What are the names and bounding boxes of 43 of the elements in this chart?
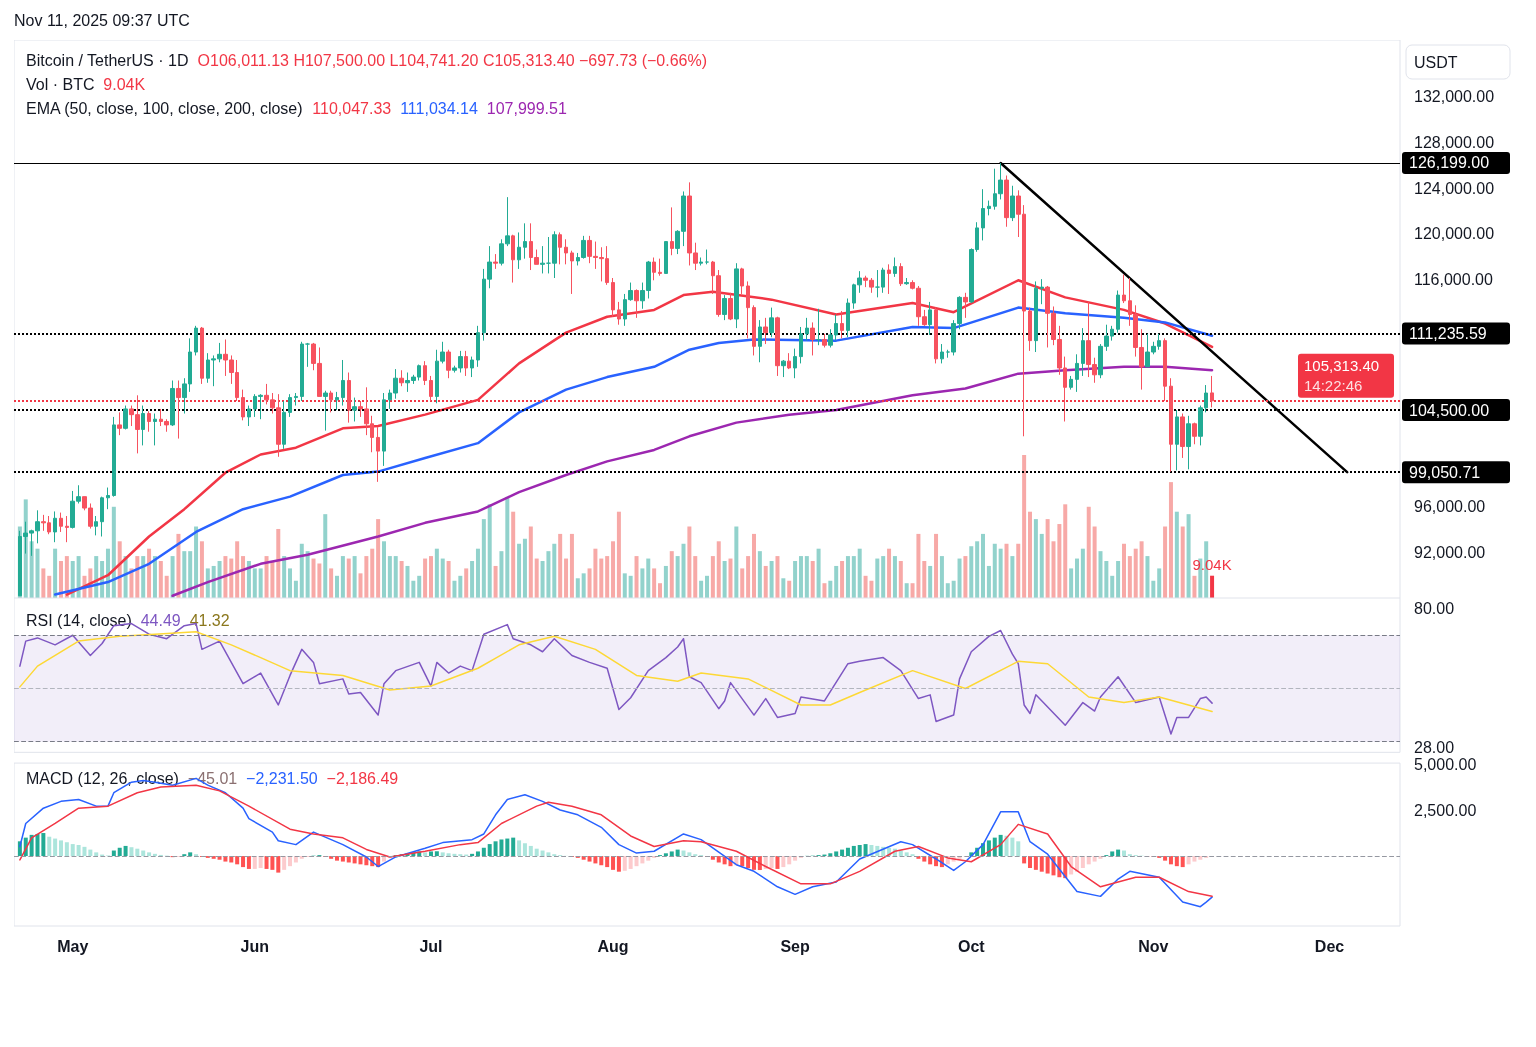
- annotation: 44.49: [140, 611, 181, 629]
- data-label: 9.04K: [1192, 555, 1232, 573]
- y-axis-title: USDT: [1414, 53, 1458, 71]
- chart-title: Vol · BTC: [26, 75, 95, 93]
- x-tick-label: Jul: [419, 937, 443, 955]
- chart-title: MACD (12, 26, close): [26, 769, 179, 787]
- y-tick-label: 5,000.00: [1414, 755, 1477, 773]
- y-tick-label: 116,000.00: [1414, 270, 1493, 288]
- annotation: −2,231.50: [246, 769, 318, 787]
- x-tick-label: Aug: [597, 937, 629, 955]
- x-tick-label: Jun: [240, 937, 270, 955]
- y-tick-label: 132,000.00: [1414, 88, 1495, 106]
- y-tick-label: 120,000.00: [1414, 225, 1495, 243]
- text: O106,011.13 H107,500.00 L104,741.20 C105,313.40 −697.73 (−0.66%): [197, 51, 708, 69]
- ref-line-label: 104,500.00: [1409, 401, 1490, 419]
- x-tick-label: May: [57, 937, 89, 955]
- y-tick-label: 28.00: [1414, 738, 1455, 756]
- annotation: EMA (50, close, 100, close, 200, close): [26, 99, 303, 117]
- y-tick-label: 80.00: [1414, 600, 1455, 618]
- text: Nov 11, 2025 09:37 UTC: [14, 12, 190, 30]
- y-tick-label: 2,500.00: [1414, 801, 1477, 819]
- annotation: 41.32: [189, 611, 230, 629]
- x-tick-label: Oct: [957, 937, 986, 955]
- y-tick-label: 128,000.00: [1414, 133, 1495, 151]
- ref-line-label: 99,050.71: [1409, 463, 1481, 481]
- ref-line-label: 111,235.59: [1409, 324, 1487, 342]
- y-tick-label: 124,000.00: [1414, 179, 1495, 197]
- y-tick-label: 92,000.00: [1414, 543, 1486, 561]
- text: RSI (14, close): [26, 611, 132, 629]
- annotation: 14:22:46: [1304, 377, 1363, 395]
- y-tick-label: 96,000.00: [1414, 498, 1486, 516]
- ref-line-label: 105,313.40: [1304, 357, 1380, 375]
- text: Bitcoin / TetherUS · 1D: [26, 51, 189, 69]
- annotation: 111,034.14: [400, 99, 478, 117]
- x-tick-label: Nov: [1138, 937, 1169, 955]
- x-tick-label: Dec: [1314, 937, 1345, 955]
- annotation: 110,047.33: [312, 99, 392, 117]
- annotation: −45.01: [187, 769, 238, 787]
- ref-line-label: 126,199.00: [1409, 154, 1490, 172]
- annotation: −2,186.49: [326, 769, 399, 787]
- x-tick-label: Sep: [780, 937, 810, 955]
- text: 9.04K: [103, 75, 146, 93]
- annotation: 107,999.51: [486, 99, 567, 117]
